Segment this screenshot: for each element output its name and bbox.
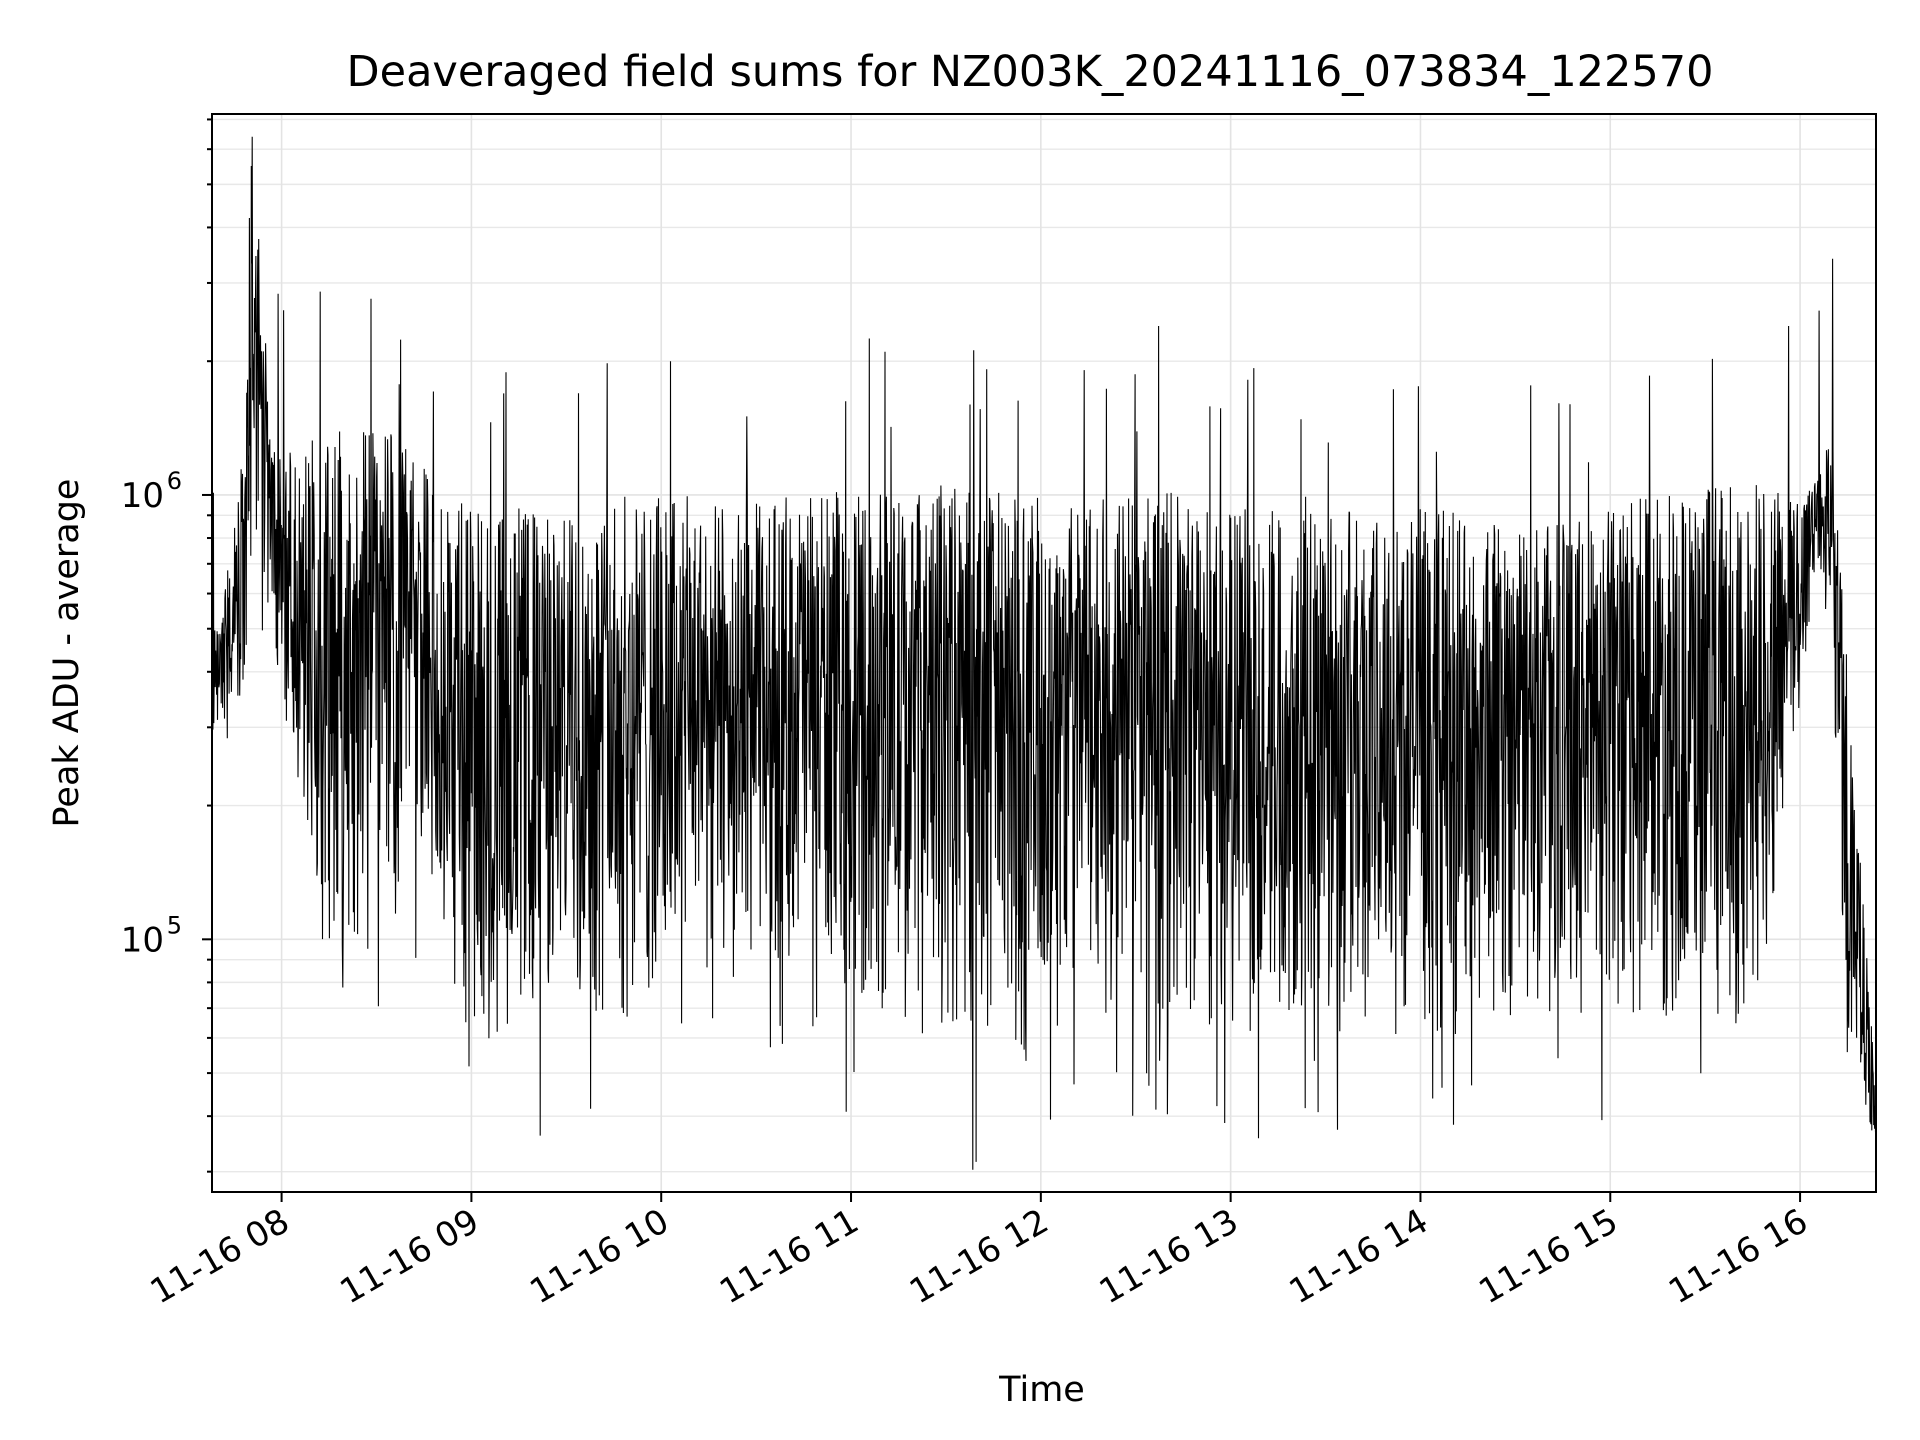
series-layer bbox=[211, 136, 1877, 1170]
y-tick-exponent: 6 bbox=[167, 467, 182, 495]
x-tick-label: 11-16 16 bbox=[1662, 1201, 1814, 1312]
chart-title: Deaveraged field sums for NZ003K_2024111… bbox=[347, 47, 1714, 97]
x-tick-label: 11-16 13 bbox=[1093, 1201, 1245, 1312]
series-line bbox=[211, 136, 1877, 1170]
x-tick-label: 11-16 12 bbox=[903, 1201, 1055, 1312]
x-axis: 11-16 08 11-16 09 11-16 10 11-16 11 11-16 12… bbox=[144, 1192, 1815, 1312]
y-tick-label: 10 bbox=[121, 920, 164, 960]
y-tick-label: 10 bbox=[121, 476, 164, 516]
y-axis-label: Peak ADU - average bbox=[47, 479, 87, 828]
x-tick-label: 11-16 14 bbox=[1283, 1201, 1435, 1312]
x-tick-label: 11-16 10 bbox=[523, 1201, 675, 1312]
x-tick-label: 11-16 08 bbox=[144, 1201, 296, 1312]
x-tick-label: 11-16 09 bbox=[334, 1201, 486, 1312]
y-tick-exponent: 5 bbox=[167, 911, 182, 939]
plot-area-frame bbox=[211, 113, 1877, 1193]
x-axis-label: Time bbox=[998, 1370, 1085, 1410]
x-tick-label: 11-16 15 bbox=[1472, 1201, 1624, 1312]
x-tick-label: 11-16 11 bbox=[713, 1201, 865, 1312]
